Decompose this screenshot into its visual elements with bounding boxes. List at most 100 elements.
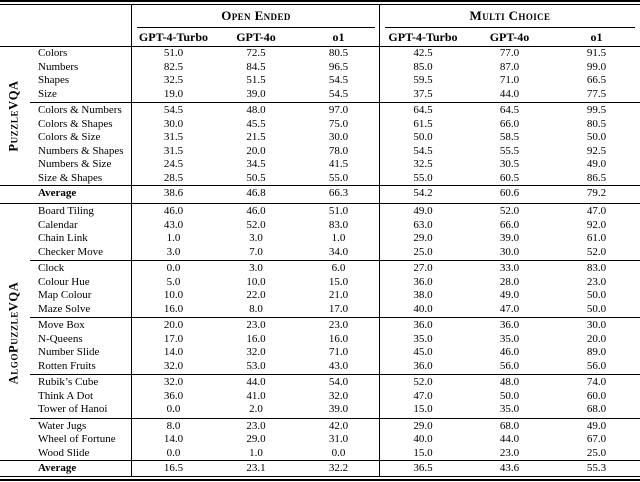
table-row: Map Colour 10.0 22.0 21.0 38.0 49.0 50.0 <box>0 289 640 303</box>
table-body: PuzzleVQA Colors 51.0 72.5 80.5 42.5 77.0 91.5 N… <box>0 47 640 476</box>
score-cell: 30.0 <box>586 319 607 331</box>
score-cell: 46.0 <box>163 205 184 217</box>
table-row: Calendar 43.0 52.0 83.0 63.0 66.0 92.0 <box>0 219 640 233</box>
score-cell: 35.0 <box>499 332 520 345</box>
row-label: Number Slide <box>38 346 100 358</box>
average-row: Average 16.5 23.1 32.2 36.5 43.6 55.3 <box>0 461 640 476</box>
score-cell: 50.0 <box>586 289 607 301</box>
score-cell: 64.5 <box>499 104 520 116</box>
score-cell: 54.5 <box>328 74 349 86</box>
score-cell: 14.0 <box>163 346 184 358</box>
score-cell: 44.0 <box>499 87 520 100</box>
score-cell: 96.5 <box>328 60 349 73</box>
score-cell: 32.0 <box>328 389 349 402</box>
row-label: Think A Dot <box>38 389 94 402</box>
row-spacer <box>0 433 30 447</box>
score-cell: 67.0 <box>586 433 607 445</box>
header-stub <box>0 5 132 28</box>
score-cell: 36.0 <box>499 319 520 331</box>
cmid-rule-open-ended <box>137 27 375 28</box>
score-cell: 49.0 <box>586 158 607 170</box>
score-cell: 47.0 <box>499 302 520 315</box>
score-cell: 99.0 <box>586 60 607 73</box>
score-cell: 31.0 <box>328 433 349 445</box>
score-cell: 92.5 <box>586 144 607 157</box>
group-divider <box>30 260 640 261</box>
score-cell: 23.0 <box>586 275 607 288</box>
score-cell: 60.0 <box>586 389 607 402</box>
score-cell: 51.0 <box>163 47 184 59</box>
row-spacer <box>0 403 30 417</box>
col-header-mc-o1: o1 <box>590 30 603 44</box>
table-row: Number Slide 14.0 32.0 71.0 45.0 46.0 89.0 <box>0 346 640 360</box>
col-header-mc-gpt4turbo: GPT-4-Turbo <box>388 30 458 44</box>
col-group-open-ended: Open Ended <box>132 5 380 28</box>
score-cell: 55.0 <box>328 171 349 184</box>
row-label: Calendar <box>38 218 78 231</box>
score-cell: 31.5 <box>163 144 184 157</box>
score-cell: 68.0 <box>586 403 607 415</box>
score-cell: 17.0 <box>328 302 349 315</box>
score-cell: 74.0 <box>586 376 607 388</box>
table-row: Colors 51.0 72.5 80.5 42.5 77.0 91.5 <box>0 47 640 61</box>
row-spacer <box>0 262 30 276</box>
score-cell: 47.0 <box>413 389 433 402</box>
row-label: Numbers & Size <box>38 158 112 170</box>
col-group-multi-choice-label: Multi Choice <box>469 8 551 23</box>
score-cell: 79.2 <box>586 187 607 199</box>
score-cell: 34.5 <box>246 158 266 170</box>
table-row: Chain Link 1.0 3.0 1.0 29.0 39.0 61.0 <box>0 232 640 246</box>
section-label-rotated: AlgoPuzzleVQA <box>6 281 21 384</box>
score-cell: 30.0 <box>499 245 520 258</box>
score-cell: 50.5 <box>246 171 266 184</box>
score-cell: 21.5 <box>246 131 266 143</box>
score-cell: 66.0 <box>499 218 520 231</box>
score-cell: 55.0 <box>413 171 433 184</box>
score-cell: 29.0 <box>413 419 433 432</box>
score-cell: 15.0 <box>328 275 349 288</box>
score-cell: 21.0 <box>328 289 349 301</box>
score-cell: 32.5 <box>163 74 184 86</box>
score-cell: 8.0 <box>249 302 263 315</box>
score-cell: 64.5 <box>413 104 433 116</box>
score-cell: 23.0 <box>328 319 349 331</box>
row-label: Wood Slide <box>38 446 90 459</box>
score-cell: 91.5 <box>586 47 607 59</box>
score-cell: 85.0 <box>413 60 433 73</box>
score-cell: 16.0 <box>246 332 266 345</box>
row-label: Checker Move <box>38 245 104 258</box>
score-cell: 48.0 <box>499 376 520 388</box>
score-cell: 3.0 <box>166 245 181 258</box>
score-cell: 1.0 <box>331 232 346 244</box>
score-cell: 3.0 <box>249 232 263 244</box>
score-cell: 8.0 <box>166 419 181 432</box>
score-cell: 87.0 <box>499 60 520 73</box>
row-label: Move Box <box>38 319 85 331</box>
score-cell: 23.0 <box>246 319 266 331</box>
score-cell: 36.0 <box>413 359 433 372</box>
row-label: Map Colour <box>38 289 92 301</box>
score-cell: 68.0 <box>499 419 520 432</box>
col-header-oe-gpt4turbo: GPT-4-Turbo <box>138 30 209 44</box>
row-spacer <box>0 172 30 186</box>
score-cell: 78.0 <box>328 144 349 157</box>
score-cell: 46.0 <box>246 205 266 217</box>
table-row: Numbers & Size 24.5 34.5 41.5 32.5 30.5 49.0 <box>0 158 640 172</box>
score-cell: 0.0 <box>166 403 181 415</box>
score-cell: 66.5 <box>586 74 607 86</box>
score-cell: 50.0 <box>586 131 607 143</box>
score-cell: 46.0 <box>499 346 520 358</box>
score-cell: 72.5 <box>246 47 266 59</box>
score-cell: 55.3 <box>586 462 607 474</box>
row-label: Water Jugs <box>38 419 87 432</box>
score-cell: 38.0 <box>413 289 433 301</box>
score-cell: 35.0 <box>413 332 433 345</box>
table-row: Numbers & Shapes 31.5 20.0 78.0 54.5 55.5 92.5 <box>0 145 640 159</box>
score-cell: 23.1 <box>246 462 266 474</box>
score-cell: 36.5 <box>413 462 433 474</box>
score-cell: 32.0 <box>163 359 184 372</box>
score-cell: 39.0 <box>246 87 266 100</box>
score-cell: 53.0 <box>246 359 266 372</box>
score-cell: 29.0 <box>246 433 266 445</box>
